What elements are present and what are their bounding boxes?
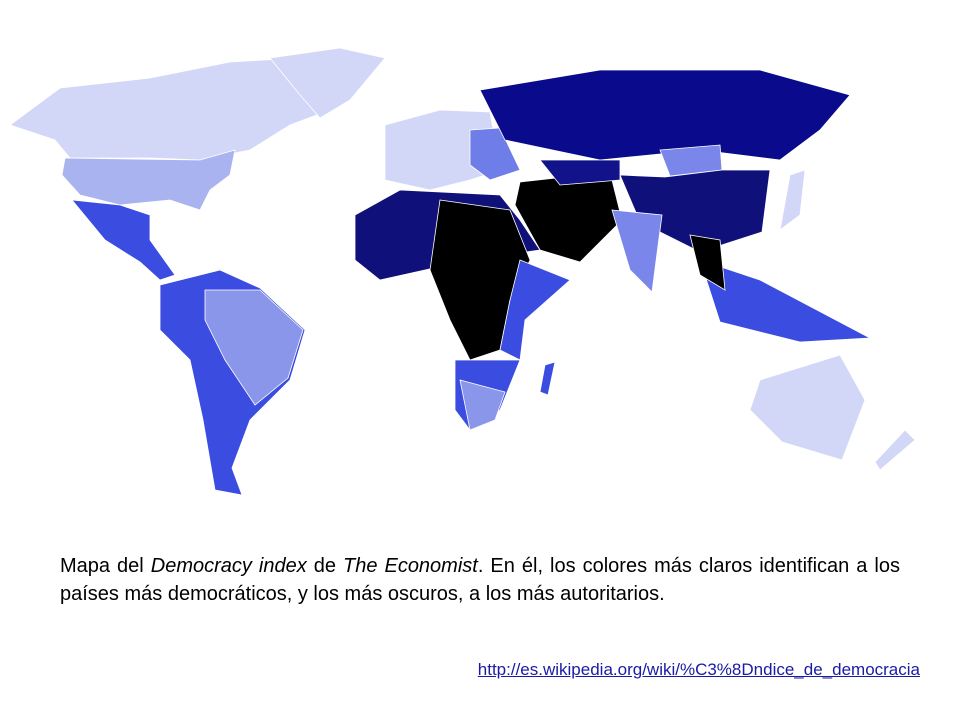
world-map	[9, 47, 916, 496]
new-zealand	[874, 429, 916, 471]
source-link[interactable]: http://es.wikipedia.org/wiki/%C3%8Dndice…	[477, 660, 920, 679]
caption-text: Mapa del	[60, 555, 151, 577]
south-africa	[459, 379, 506, 431]
usa	[61, 149, 236, 211]
japan	[779, 169, 806, 231]
southeast-asia	[699, 259, 872, 343]
caption-italic: The Economist	[343, 555, 478, 577]
india	[611, 209, 663, 293]
countries	[9, 47, 916, 496]
indochina	[689, 234, 726, 291]
greenland	[269, 47, 386, 119]
eastern-europe	[469, 127, 521, 181]
caption-text: de	[306, 555, 343, 577]
madagascar	[539, 361, 556, 396]
central-asia	[539, 159, 621, 186]
mexico-central-america	[71, 199, 176, 281]
caption-text: . En él, los colores más claros identifi…	[60, 555, 901, 605]
russia	[479, 69, 851, 161]
caption: Mapa del Democracy index de The Economis…	[60, 552, 900, 608]
brazil	[204, 289, 304, 406]
australia	[749, 354, 866, 461]
caption-italic: Democracy index	[150, 555, 307, 577]
